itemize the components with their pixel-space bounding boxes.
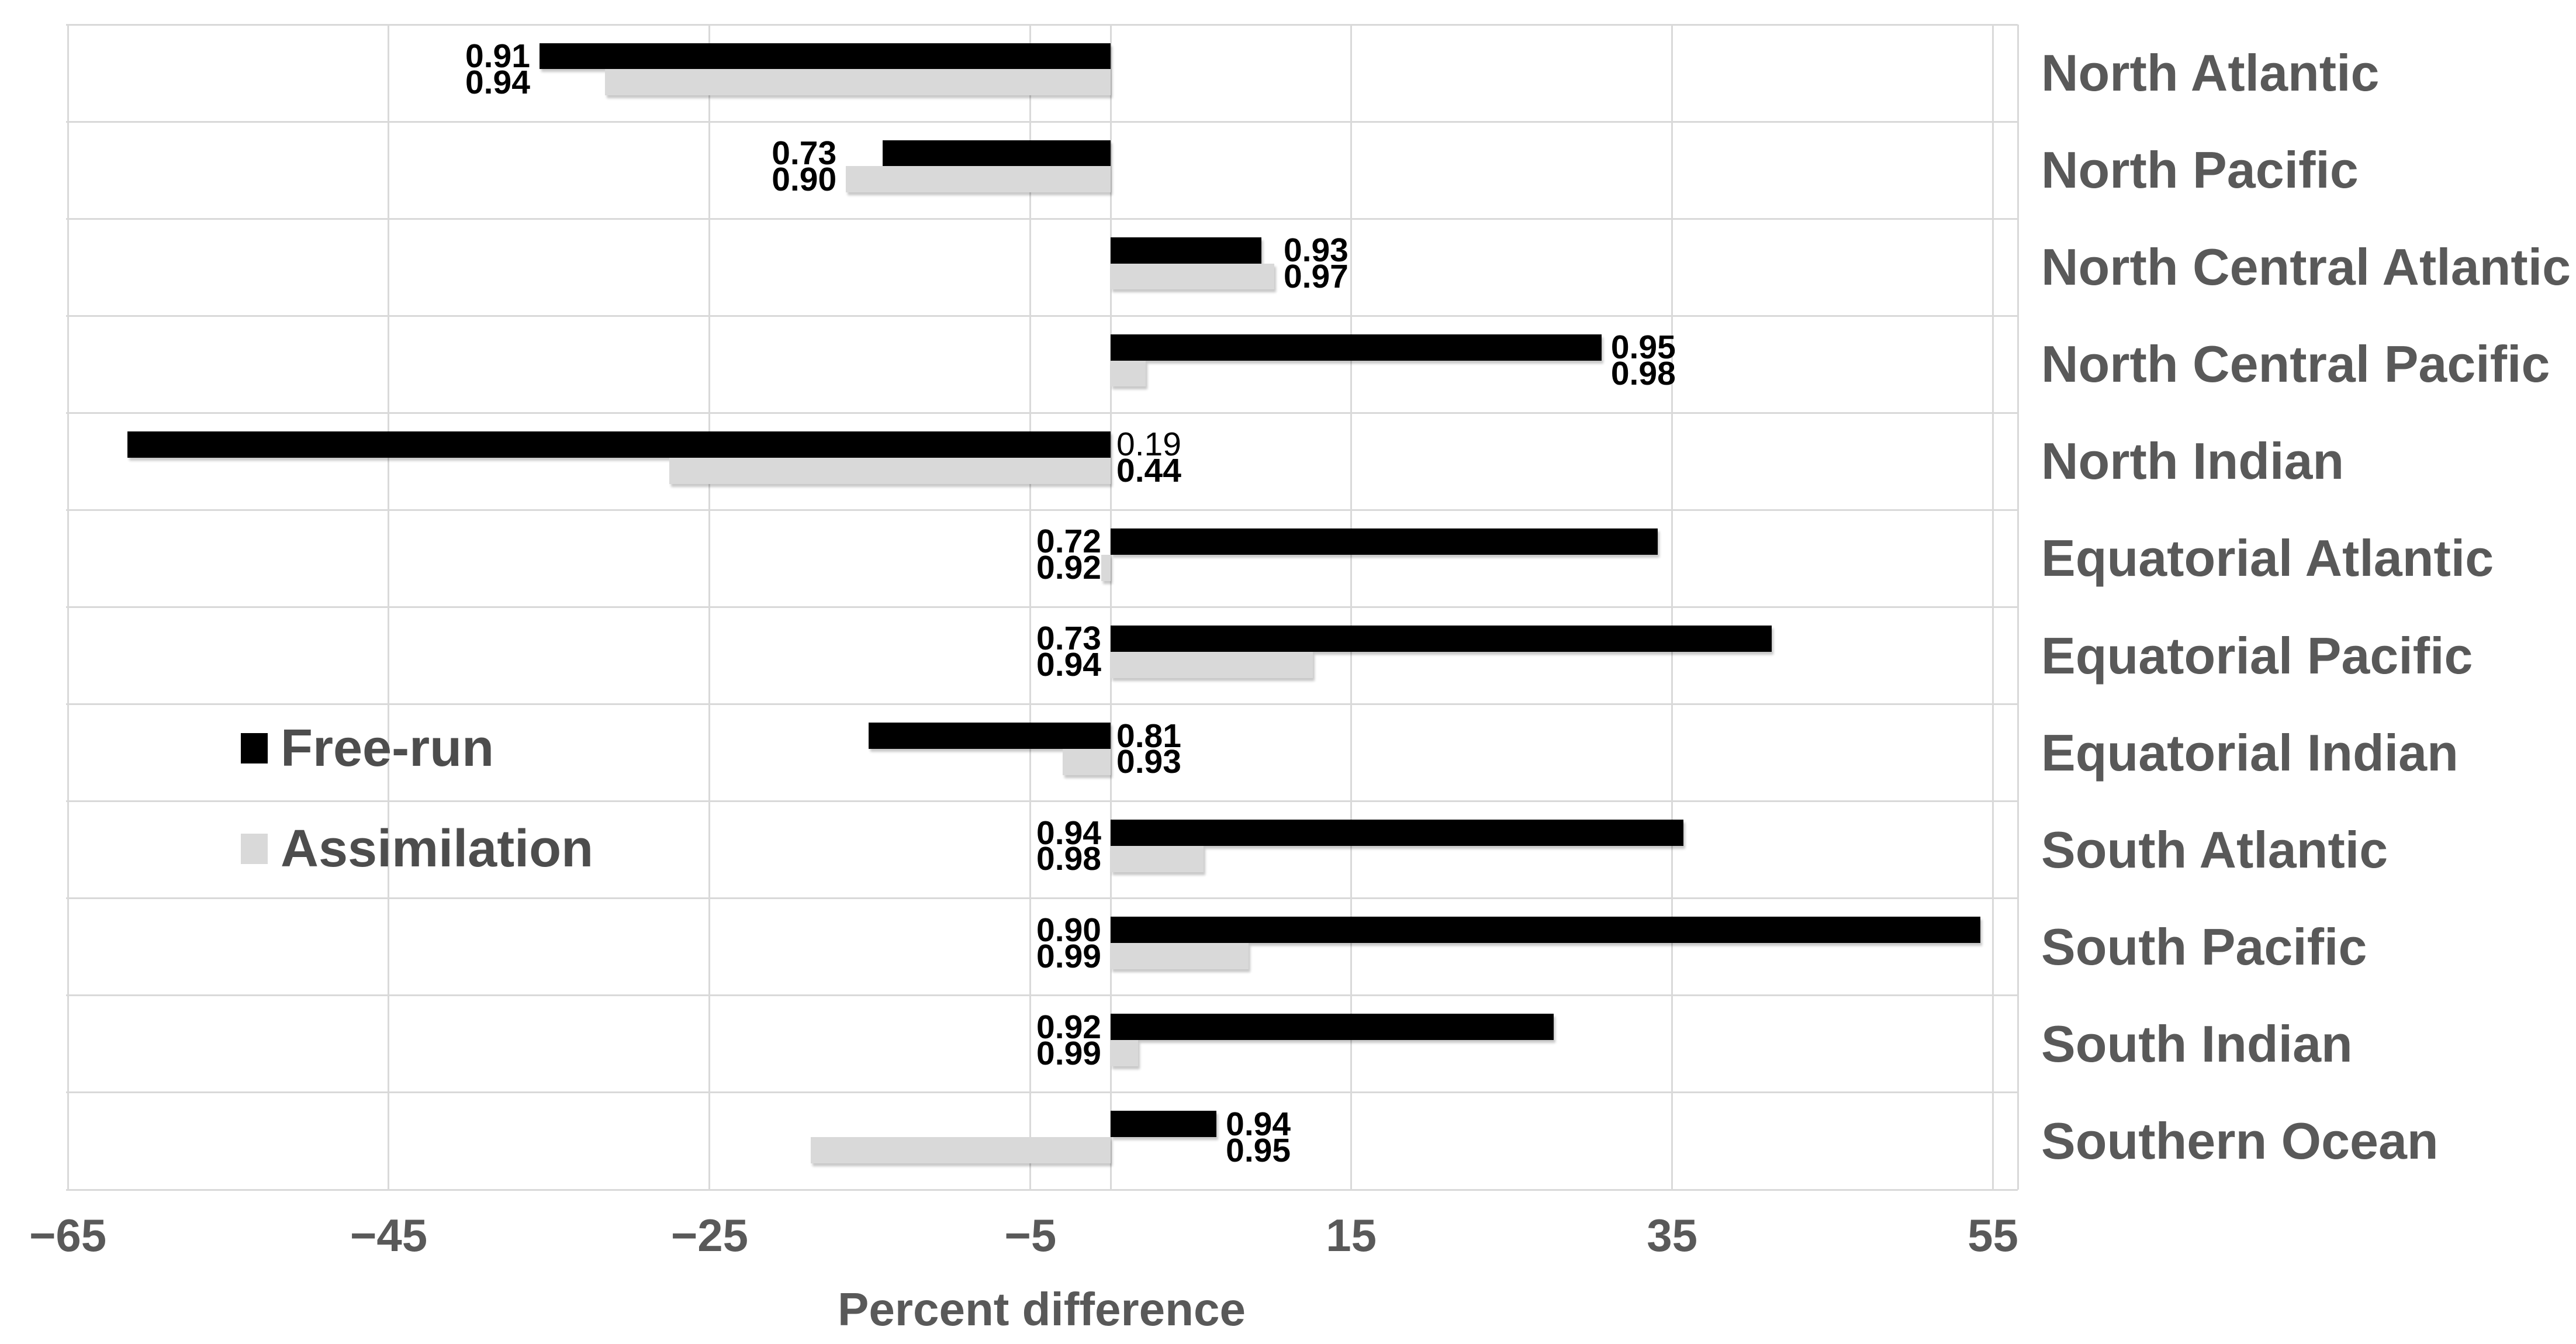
bar-label-assimilation: 0.93 [1116, 743, 1181, 781]
bar-label-free-run: 0.81 [1116, 717, 1181, 755]
x-tick-label: 35 [1647, 1210, 1697, 1261]
region-label: South Indian [2041, 1014, 2353, 1073]
region-label: North Pacific [2041, 141, 2359, 199]
bar-assimilation [1111, 1040, 1138, 1067]
bar-free-run [1111, 237, 1261, 264]
bar-label-assimilation: 0.99 [1036, 1034, 1101, 1072]
x-tick-label: −45 [350, 1210, 428, 1261]
bar-label-free-run: 0.91 [465, 37, 530, 75]
row-separator [66, 1091, 2018, 1094]
row-separator [66, 217, 2018, 220]
bar-free-run [1111, 626, 1772, 652]
row-separator [66, 800, 2018, 803]
x-tick-label: −25 [670, 1210, 748, 1261]
region-label: Southern Ocean [2041, 1111, 2439, 1170]
bar-assimilation [1101, 554, 1111, 581]
bar-label-assimilation: 0.98 [1036, 840, 1101, 878]
region-label: Equatorial Pacific [2041, 626, 2473, 685]
bar-label-free-run: 0.95 [1610, 329, 1676, 367]
legend-item-assimilation: Assimilation [241, 819, 594, 878]
bar-assimilation [1111, 360, 1146, 387]
bar-label-assimilation: 0.94 [1036, 646, 1101, 684]
region-label: North Central Atlantic [2041, 238, 2571, 296]
row-separator [66, 703, 2018, 706]
bar-label-free-run: 0.94 [1036, 814, 1101, 852]
bar-label-free-run: 0.92 [1036, 1008, 1101, 1046]
bar-label-assimilation: 0.98 [1610, 355, 1676, 393]
plot-bottom-border [66, 1188, 2018, 1191]
row-separator [66, 120, 2018, 123]
plot-right-border [2017, 25, 2019, 1190]
row-separator [66, 509, 2018, 511]
bar-label-free-run: 0.73 [1036, 620, 1101, 658]
bar-free-run [1111, 820, 1683, 847]
row-separator [66, 412, 2018, 414]
bar-label-free-run: 0.72 [1036, 523, 1101, 561]
legend-label-assimilation: Assimilation [281, 819, 594, 878]
region-label: Equatorial Atlantic [2041, 529, 2494, 588]
bar-free-run [1111, 1111, 1217, 1138]
bar-label-assimilation: 0.90 [772, 160, 837, 198]
region-label: South Atlantic [2041, 820, 2388, 879]
bar-label-free-run: 0.73 [772, 134, 837, 172]
bar-label-assimilation: 0.97 [1283, 257, 1348, 295]
x-tick-label: −5 [1004, 1210, 1057, 1261]
bar-assimilation [669, 457, 1111, 484]
region-label: North Central Pacific [2041, 335, 2550, 393]
region-label: Equatorial Indian [2041, 723, 2459, 782]
bar-assimilation [810, 1137, 1111, 1164]
bar-label-assimilation: 0.99 [1036, 937, 1101, 975]
bar-label-free-run: 0.93 [1283, 232, 1348, 270]
bar-free-run [127, 431, 1111, 458]
legend-swatch-assimilation [241, 834, 268, 864]
x-tick-label: −65 [29, 1210, 107, 1261]
bar-label-free-run: 0.94 [1226, 1105, 1291, 1143]
x-tick-label: 55 [1968, 1210, 2018, 1261]
row-separator [66, 994, 2018, 997]
bar-free-run [1111, 917, 1980, 944]
legend-label-free-run: Free-run [281, 718, 495, 778]
bar-assimilation [1062, 748, 1111, 775]
legend: Free-run Assimilation [241, 718, 884, 907]
bar-free-run [883, 140, 1111, 167]
plot-top-border [66, 23, 2018, 26]
bar-free-run [868, 723, 1111, 749]
bar-assimilation [846, 166, 1111, 193]
bar-label-assimilation: 0.95 [1226, 1131, 1291, 1169]
row-separator [66, 315, 2018, 317]
region-label: North Atlantic [2041, 44, 2380, 102]
bar-label-assimilation: 0.94 [465, 63, 530, 101]
bar-free-run [1111, 1014, 1554, 1041]
x-tick-label: 15 [1326, 1210, 1377, 1261]
bar-label-assimilation: 0.92 [1036, 549, 1101, 587]
bar-assimilation [1111, 846, 1204, 872]
region-label: South Pacific [2041, 917, 2367, 976]
bar-label-assimilation: 0.44 [1116, 452, 1181, 490]
bar-assimilation [1111, 943, 1249, 969]
region-label: North Indian [2041, 432, 2345, 490]
x-axis-title: Percent difference [837, 1283, 1246, 1335]
bar-free-run [1111, 528, 1658, 555]
bar-assimilation [1111, 651, 1313, 678]
bar-label-free-run: 0.90 [1036, 911, 1101, 949]
legend-swatch-free-run [241, 733, 268, 763]
bar-label-free-run: 0.19 [1116, 426, 1181, 464]
bar-free-run [539, 43, 1111, 70]
bar-assimilation [605, 69, 1111, 96]
bar-assimilation [1111, 263, 1274, 290]
bar-free-run [1111, 334, 1602, 361]
legend-item-free-run: Free-run [241, 718, 495, 778]
row-separator [66, 606, 2018, 608]
row-separator [66, 897, 2018, 900]
